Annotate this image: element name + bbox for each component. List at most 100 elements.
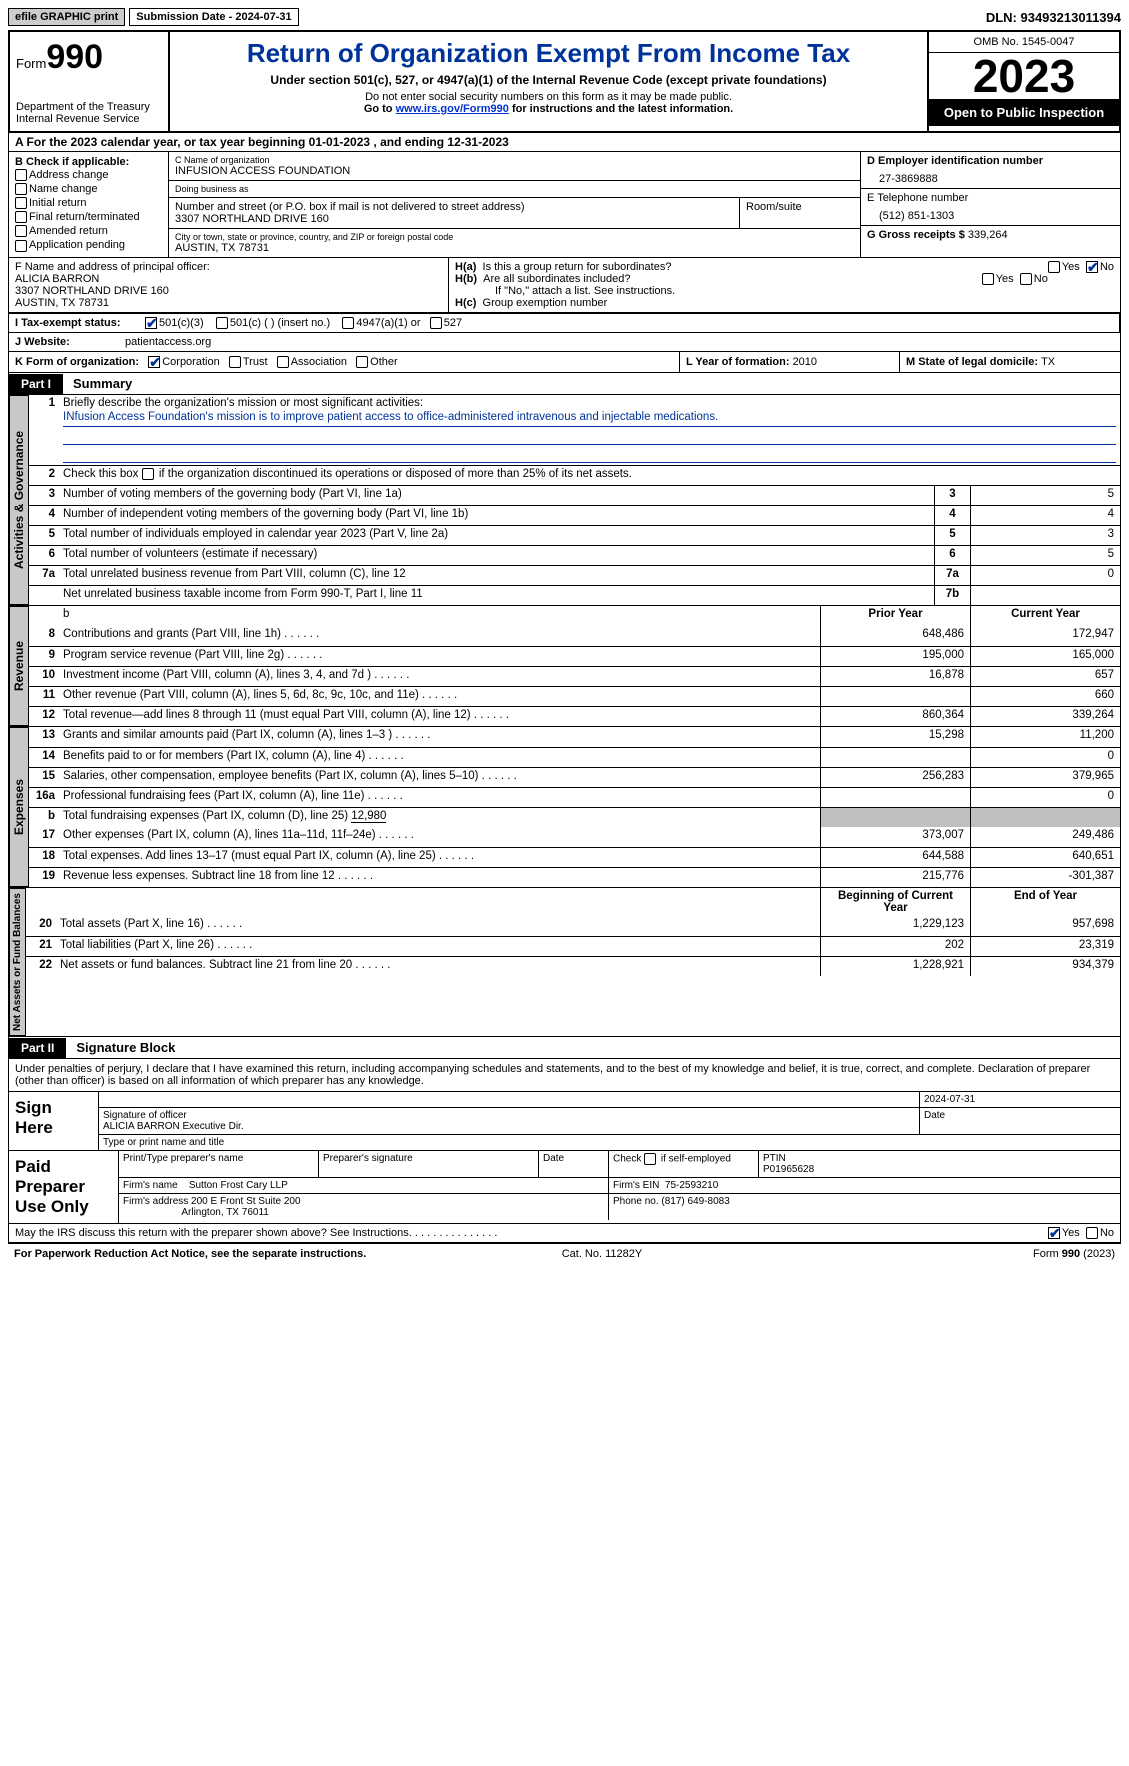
submission-date: Submission Date - 2024-07-31 (129, 8, 298, 26)
section-k: K Form of organization: Corporation Trus… (9, 352, 680, 372)
street-address: 3307 NORTHLAND DRIVE 160 (175, 213, 733, 225)
line-11: Other revenue (Part VIII, column (A), li… (59, 687, 820, 706)
website[interactable]: patientaccess.org (119, 333, 1120, 351)
line-16a-curr: 0 (970, 788, 1120, 807)
l7a: Total unrelated business revenue from Pa… (59, 566, 934, 585)
type-print-lbl: Type or print name and title (99, 1135, 228, 1150)
cb-amended[interactable] (15, 225, 27, 237)
cb-trust[interactable] (229, 356, 241, 368)
cb-final-return[interactable] (15, 211, 27, 223)
line-13-prior: 15,298 (820, 727, 970, 747)
l3v: 5 (970, 486, 1120, 505)
phone-value: (512) 851-1303 (867, 204, 1114, 222)
form-title: Return of Organization Exempt From Incom… (176, 38, 921, 69)
line-8: Contributions and grants (Part VIII, lin… (59, 626, 820, 646)
line-22: Net assets or fund balances. Subtract li… (56, 957, 820, 976)
firm-phone: (817) 649-8083 (661, 1196, 729, 1207)
cb-app-pending[interactable] (15, 240, 27, 252)
pp-self-employed: Check if self-employed (609, 1151, 759, 1177)
officer-addr1: 3307 NORTHLAND DRIVE 160 (15, 285, 442, 297)
line-20: Total assets (Part X, line 16) . . . . .… (56, 916, 820, 936)
line-15-prior: 256,283 (820, 768, 970, 787)
officer-addr2: AUSTIN, TX 78731 (15, 297, 442, 309)
line-14-curr: 0 (970, 748, 1120, 767)
cb-hb-no[interactable] (1020, 273, 1032, 285)
cb-discuss-yes[interactable] (1048, 1227, 1060, 1239)
cb-name-change[interactable] (15, 183, 27, 195)
line-13-curr: 11,200 (970, 727, 1120, 747)
cb-ha-yes[interactable] (1048, 261, 1060, 273)
line-9: Program service revenue (Part VIII, line… (59, 647, 820, 666)
footer: For Paperwork Reduction Act Notice, see … (8, 1243, 1121, 1264)
ptin: P01965628 (763, 1164, 814, 1175)
end-year-hdr: End of Year (970, 888, 1120, 916)
cb-address-change[interactable] (15, 169, 27, 181)
addr-label: Number and street (or P.O. box if mail i… (175, 201, 733, 213)
hb-note: If "No," attach a list. See instructions… (455, 285, 1114, 297)
l16b-shade2 (970, 808, 1120, 827)
cb-self-employed[interactable] (644, 1153, 656, 1165)
line-10-prior: 16,878 (820, 667, 970, 686)
line-20-curr: 957,698 (970, 916, 1120, 936)
line-14: Benefits paid to or for members (Part IX… (59, 748, 820, 767)
cb-hb-yes[interactable] (982, 273, 994, 285)
line-12-prior: 860,364 (820, 707, 970, 726)
col-b-hdr: b (59, 606, 820, 626)
perjury-declaration: Under penalties of perjury, I declare th… (9, 1059, 1120, 1092)
section-b: B Check if applicable: Address change Na… (9, 152, 169, 257)
firm-addr-lbl: Firm's address (123, 1196, 188, 1207)
l16b: Total fundraising expenses (Part IX, col… (59, 808, 820, 827)
cb-501c3-b[interactable] (145, 317, 157, 329)
j-label: J Website: (9, 333, 119, 351)
firm-addr1: 200 E Front St Suite 200 (191, 1196, 301, 1207)
l16b-shade1 (820, 808, 970, 827)
line-17: Other expenses (Part IX, column (A), lin… (59, 827, 820, 847)
cat-no: Cat. No. 11282Y (562, 1248, 643, 1260)
cb-4947-b[interactable] (342, 317, 354, 329)
city-state-zip: AUSTIN, TX 78731 (175, 242, 854, 254)
line-18: Total expenses. Add lines 13–17 (must eq… (59, 848, 820, 867)
paid-preparer-label: Paid Preparer Use Only (9, 1151, 119, 1223)
line-22-curr: 934,379 (970, 957, 1120, 976)
line-20-prior: 1,229,123 (820, 916, 970, 936)
cb-discuss-no[interactable] (1086, 1227, 1098, 1239)
cb-ha-no[interactable] (1086, 261, 1098, 273)
cb-corp[interactable] (148, 356, 160, 368)
l7av: 0 (970, 566, 1120, 585)
curr-year-hdr: Current Year (970, 606, 1120, 626)
l6: Total number of volunteers (estimate if … (59, 546, 934, 565)
mission-blank2 (63, 445, 1116, 463)
goto-link-line: Go to www.irs.gov/Form990 for instructio… (176, 103, 921, 115)
sign-here-label: Sign Here (9, 1092, 99, 1150)
sig-date-lbl: Date (920, 1108, 1120, 1134)
cb-discontinued[interactable] (142, 468, 154, 480)
line-19: Revenue less expenses. Subtract line 18 … (59, 868, 820, 887)
cb-527-b[interactable] (430, 317, 442, 329)
line-11-curr: 660 (970, 687, 1120, 706)
line-18-curr: 640,651 (970, 848, 1120, 867)
line-13: Grants and similar amounts paid (Part IX… (59, 727, 820, 747)
efile-print-button[interactable]: efile GRAPHIC print (8, 8, 125, 26)
form990-link[interactable]: www.irs.gov/Form990 (396, 103, 509, 115)
officer-name: ALICIA BARRON (15, 273, 442, 285)
hc-label: Group exemption number (483, 297, 608, 309)
ptin-lbl: PTIN (763, 1153, 786, 1164)
cb-501c-b[interactable] (216, 317, 228, 329)
org-name: INFUSION ACCESS FOUNDATION (175, 165, 854, 177)
firm-addr2: Arlington, TX 76011 (181, 1207, 268, 1218)
city-label: City or town, state or province, country… (175, 232, 854, 242)
firm-ein-lbl: Firm's EIN (613, 1180, 659, 1191)
cb-other[interactable] (356, 356, 368, 368)
part2-header: Part IISignature Block (8, 1037, 1121, 1059)
l3: Number of voting members of the governin… (59, 486, 934, 505)
line-19-prior: 215,776 (820, 868, 970, 887)
line-15-curr: 379,965 (970, 768, 1120, 787)
cb-assoc[interactable] (277, 356, 289, 368)
dept-treasury: Department of the Treasury Internal Reve… (16, 101, 162, 125)
pp-date-lbl: Date (539, 1151, 609, 1177)
line-12-curr: 339,264 (970, 707, 1120, 726)
cb-initial-return[interactable] (15, 197, 27, 209)
prior-year-hdr: Prior Year (820, 606, 970, 626)
dln: DLN: 93493213011394 (986, 10, 1121, 25)
section-f: F Name and address of principal officer:… (9, 258, 449, 312)
